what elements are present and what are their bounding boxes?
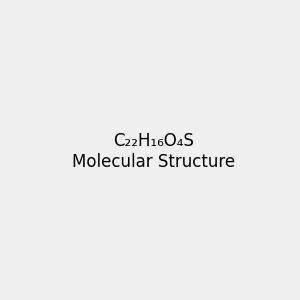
Text: C₂₂H₁₆O₄S
Molecular Structure: C₂₂H₁₆O₄S Molecular Structure [72, 132, 235, 171]
